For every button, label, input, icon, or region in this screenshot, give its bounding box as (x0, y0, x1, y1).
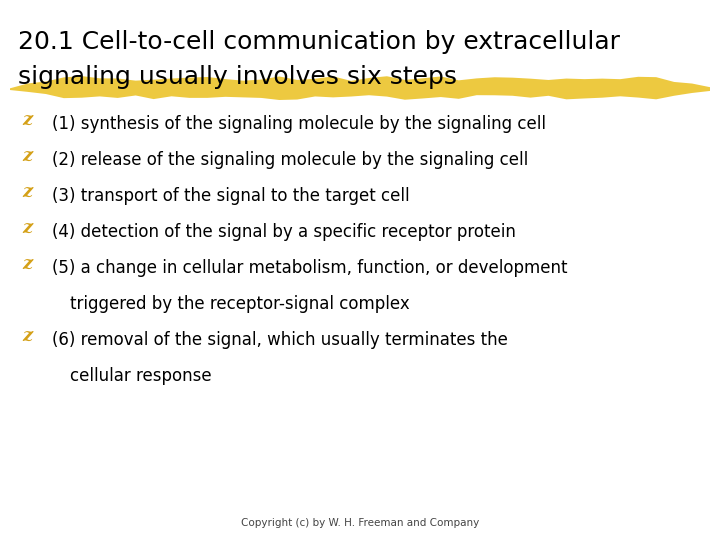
Text: z: z (22, 147, 32, 165)
Text: (1) synthesis of the signaling molecule by the signaling cell: (1) synthesis of the signaling molecule … (52, 115, 546, 133)
Text: Copyright (c) by W. H. Freeman and Company: Copyright (c) by W. H. Freeman and Compa… (241, 518, 479, 528)
Text: z: z (22, 183, 32, 201)
Text: (4) detection of the signal by a specific receptor protein: (4) detection of the signal by a specifi… (52, 223, 516, 241)
Text: cellular response: cellular response (70, 367, 212, 385)
Text: triggered by the receptor-signal complex: triggered by the receptor-signal complex (70, 295, 410, 313)
Text: z: z (22, 219, 32, 237)
Text: z: z (22, 255, 32, 273)
Text: 20.1 Cell-to-cell communication by extracellular: 20.1 Cell-to-cell communication by extra… (18, 30, 620, 54)
Text: (5) a change in cellular metabolism, function, or development: (5) a change in cellular metabolism, fun… (52, 259, 567, 277)
Text: z: z (22, 327, 32, 345)
Text: (6) removal of the signal, which usually terminates the: (6) removal of the signal, which usually… (52, 331, 508, 349)
Polygon shape (10, 76, 710, 100)
Text: z: z (22, 111, 32, 129)
Text: (3) transport of the signal to the target cell: (3) transport of the signal to the targe… (52, 187, 410, 205)
Text: (2) release of the signaling molecule by the signaling cell: (2) release of the signaling molecule by… (52, 151, 528, 169)
Text: signaling usually involves six steps: signaling usually involves six steps (18, 65, 457, 89)
